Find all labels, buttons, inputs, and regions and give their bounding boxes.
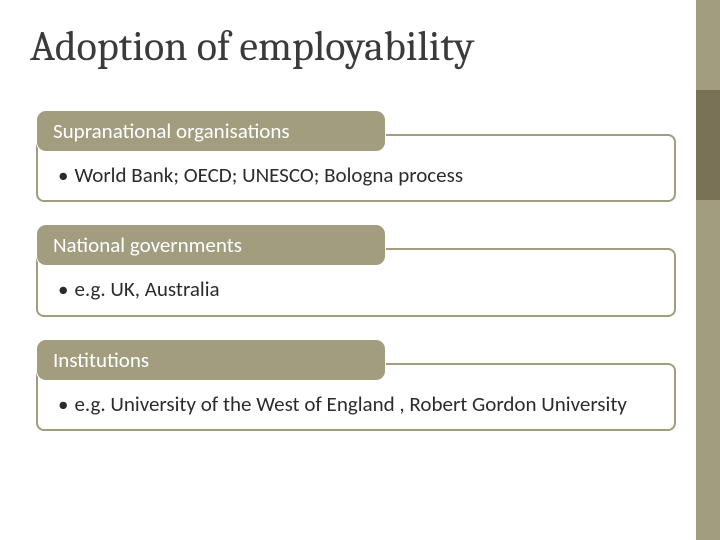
block-institutions: Institutions • e.g. University of the We… bbox=[36, 339, 676, 431]
bullet-item: • e.g. UK, Australia bbox=[58, 276, 658, 302]
block-header: National governments bbox=[36, 224, 386, 266]
bullet-mark: • bbox=[58, 276, 68, 302]
bullet-mark: • bbox=[58, 162, 68, 188]
side-accent-bar bbox=[696, 0, 720, 540]
bullet-text: World Bank; OECD; UNESCO; Bologna proces… bbox=[74, 162, 658, 188]
block-national: National governments • e.g. UK, Australi… bbox=[36, 224, 676, 316]
bullet-mark: • bbox=[58, 391, 68, 417]
bullet-text: e.g. University of the West of England ,… bbox=[74, 391, 658, 417]
block-header: Institutions bbox=[36, 339, 386, 381]
block-header: Supranational organisations bbox=[36, 110, 386, 152]
bullet-item: • e.g. University of the West of England… bbox=[58, 391, 658, 417]
bullet-text: e.g. UK, Australia bbox=[74, 276, 658, 302]
block-supranational: Supranational organisations • World Bank… bbox=[36, 110, 676, 202]
content-area: Supranational organisations • World Bank… bbox=[36, 110, 676, 453]
bullet-item: • World Bank; OECD; UNESCO; Bologna proc… bbox=[58, 162, 658, 188]
slide-title: Adoption of employability bbox=[30, 22, 474, 71]
side-accent-dark-segment bbox=[696, 90, 720, 200]
